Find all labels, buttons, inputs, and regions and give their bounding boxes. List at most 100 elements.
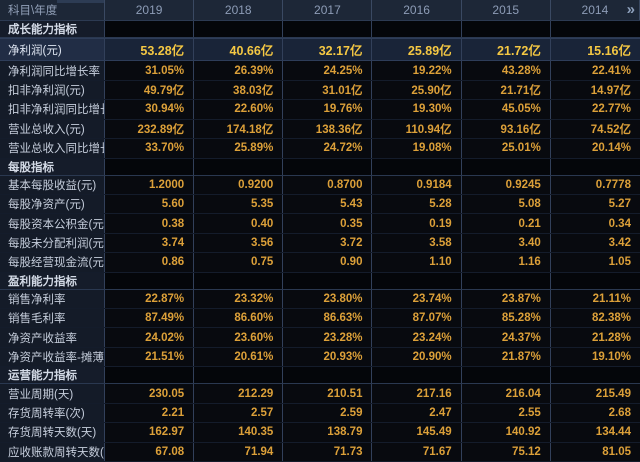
value-cell: 138.36亿 xyxy=(283,119,373,139)
top-tab-edge xyxy=(57,0,104,3)
empty-cell xyxy=(372,158,462,175)
value-cell: 0.19 xyxy=(372,214,462,233)
value-cell: 1.10 xyxy=(372,253,462,272)
row-label: 净利润同比增长率 xyxy=(0,61,105,80)
value-cell: 82.38% xyxy=(591,312,631,325)
row-label: 每股未分配利润(元) xyxy=(0,233,105,253)
table-row[interactable]: 销售净利率 22.87% 23.32% 23.80% 23.74% 23.87% 21.11… xyxy=(0,289,640,310)
value-cell: 0.34 xyxy=(608,217,631,230)
value-cell: 24.72% xyxy=(283,139,373,158)
empty-cell xyxy=(283,158,373,175)
value-cell: 140.92 xyxy=(462,423,551,442)
table-row[interactable]: 营业总收入同比增长率33.70%25.89%24.72%19.08%25.01%… xyxy=(0,139,640,159)
table-row[interactable]: 营业周期(天) 230.05 212.29 210.51 217.16 216.04 215… xyxy=(0,384,640,404)
table-row[interactable]: 每股净资产(元) 5.60 5.35 5.43 5.28 5.08 5.27 xyxy=(0,194,640,215)
value-cell: 2.59 xyxy=(283,403,373,423)
empty-cell xyxy=(372,272,462,289)
value-cell: 86.60% xyxy=(194,309,284,328)
table-row[interactable]: 净资产收益率-摊薄 21.51% 20.61% 20.93% 20.90% 21.87% 1… xyxy=(0,347,640,368)
value-cell: 19.76% xyxy=(283,100,373,119)
table-row[interactable]: 扣非净利润同比增长率30.94%22.60%19.76%19.30%45.05%… xyxy=(0,100,640,120)
value-cell: 2.47 xyxy=(372,403,462,423)
value-cell: 25.90亿 xyxy=(372,80,462,100)
table-row[interactable]: 销售毛利率 87.49% 86.60% 86.63% 87.07% 85.28% 82.38… xyxy=(0,309,640,329)
value-cell: 15.16亿 xyxy=(587,44,631,59)
empty-cell xyxy=(105,367,195,384)
value-cell: 19.30% xyxy=(372,100,462,119)
value-cell: 5.08 xyxy=(462,194,551,214)
value-cell: 110.94亿 xyxy=(372,119,462,139)
table-row[interactable]: 净利润(元) 53.28亿 40.66亿 32.17亿 25.89亿 21.72亿 15.1… xyxy=(0,38,640,62)
value-cell: 43.28% xyxy=(462,61,551,80)
table-row[interactable]: 存货周转率(次) 2.21 2.57 2.59 2.47 2.55 2.68 xyxy=(0,403,640,424)
empty-cell xyxy=(105,21,195,37)
value-cell: 210.51 xyxy=(283,384,373,403)
value-cell: 21.87% xyxy=(462,347,551,367)
value-cell: 23.32% xyxy=(194,289,284,309)
value-cell: 138.79 xyxy=(283,423,373,442)
table-row[interactable]: 营业总收入(元) 232.89亿 174.18亿 138.36亿 110.94亿 93.1… xyxy=(0,119,640,140)
table-row[interactable]: 扣非净利润(元) 49.79亿 38.03亿 31.01亿 25.90亿 21.71亿 14… xyxy=(0,80,640,101)
value-cell: 145.49 xyxy=(372,423,462,442)
value-cell: 0.21 xyxy=(462,214,551,233)
value-cell: 21.28% xyxy=(591,331,631,344)
table-row[interactable]: 每股资本公积金(元) 0.38 0.40 0.35 0.19 0.21 0.34 xyxy=(0,214,640,234)
value-cell: 232.89亿 xyxy=(105,119,195,139)
empty-cell xyxy=(372,367,462,384)
value-cell: 40.66亿 xyxy=(194,39,284,61)
value-cell: 0.40 xyxy=(194,214,284,233)
value-cell: 0.7778 xyxy=(595,178,631,191)
value-cell: 140.35 xyxy=(194,423,284,442)
value-cell: 25.89% xyxy=(194,139,284,158)
value-cell: 21.71亿 xyxy=(462,80,551,100)
value-cell: 2.55 xyxy=(462,403,551,423)
table-row[interactable]: 基本每股收益(元) 1.2000 0.9200 0.8700 0.9184 0.9245 0… xyxy=(0,175,640,195)
table-row[interactable]: 每股经营现金流(元) 0.86 0.75 0.90 1.10 1.16 1.05 xyxy=(0,253,640,273)
value-cell: 25.01% xyxy=(462,139,551,158)
row-label: 营业总收入(元) xyxy=(0,119,105,139)
section-title: 成长能力指标 xyxy=(0,21,105,37)
value-cell: 230.05 xyxy=(105,384,195,403)
value-cell: 2.68 xyxy=(608,406,631,419)
row-label: 每股资本公积金(元) xyxy=(0,214,105,233)
value-cell: 23.74% xyxy=(372,289,462,309)
empty-cell xyxy=(283,21,373,37)
table-body: 成长能力指标 净利润(元) 53.28亿 40.66亿 32.17亿 25.89亿 21.7… xyxy=(0,21,640,462)
value-cell: 31.01亿 xyxy=(283,80,373,100)
value-cell: 0.8700 xyxy=(283,175,373,194)
table-row[interactable]: 每股未分配利润(元) 3.74 3.56 3.72 3.58 3.40 3.42 xyxy=(0,233,640,254)
year-header-2016: 2016 xyxy=(372,0,462,20)
empty-cell xyxy=(283,272,373,289)
row-label: 每股净资产(元) xyxy=(0,194,105,214)
value-cell: 20.14% xyxy=(591,142,631,155)
table-row[interactable]: 存货周转天数(天) 162.97 140.35 138.79 145.49 140.92 1… xyxy=(0,423,640,443)
value-cell: 93.16亿 xyxy=(462,119,551,139)
value-cell: 0.90 xyxy=(283,253,373,272)
value-cell: 31.05% xyxy=(105,61,195,80)
value-cell: 67.08 xyxy=(105,442,195,462)
value-cell: 5.43 xyxy=(283,194,373,214)
expand-columns-icon[interactable]: » xyxy=(626,0,635,18)
value-cell: 24.25% xyxy=(283,61,373,80)
table-row[interactable]: 净利润同比增长率 31.05% 26.39% 24.25% 19.22% 43.28% 22… xyxy=(0,61,640,81)
section-header-row: 盈利能力指标 xyxy=(0,272,640,290)
value-cell: 71.67 xyxy=(372,442,462,462)
value-cell: 81.05 xyxy=(602,445,631,458)
value-cell: 71.94 xyxy=(194,442,284,462)
empty-cell xyxy=(462,21,551,37)
value-cell: 26.39% xyxy=(194,61,284,80)
empty-cell xyxy=(462,158,551,175)
value-cell: 2.57 xyxy=(194,403,284,423)
value-cell: 85.28% xyxy=(462,309,551,328)
empty-cell xyxy=(372,21,462,37)
value-cell: 14.97亿 xyxy=(590,85,631,98)
value-cell: 23.80% xyxy=(283,289,373,309)
value-cell: 23.24% xyxy=(372,328,462,347)
table-row[interactable]: 净资产收益率 24.02% 23.60% 23.28% 23.24% 24.37% 21.2… xyxy=(0,328,640,348)
year-header-2014: 2014 xyxy=(551,0,640,20)
row-label: 销售净利率 xyxy=(0,289,105,309)
value-cell: 22.77% xyxy=(591,103,631,116)
year-header-2017: 2017 xyxy=(283,0,373,20)
row-label: 应收账款周转天数(天) xyxy=(0,442,105,462)
